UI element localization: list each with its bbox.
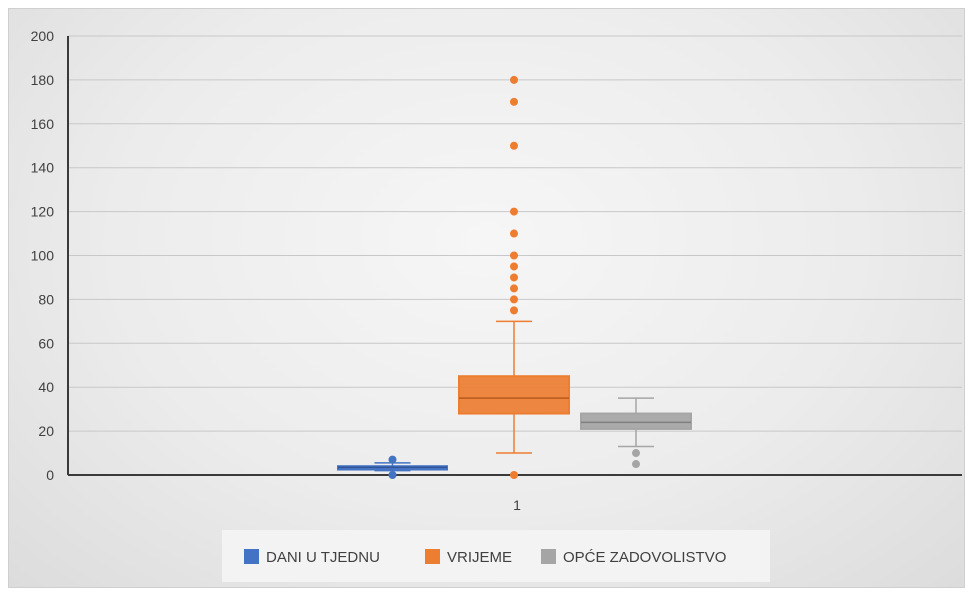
outlier-point: [510, 97, 518, 106]
outlier-point: [388, 471, 397, 479]
legend-label-dani-u-tjednu: DANI U TJEDNU: [266, 549, 380, 566]
x-tick-label-1: 1: [513, 497, 521, 513]
outlier-point: [510, 262, 518, 271]
box-iqr: [580, 412, 692, 430]
y-tick-label: 200: [31, 28, 55, 44]
outlier-point: [632, 449, 640, 458]
outlier-point: [510, 207, 518, 216]
box-dani-u-tjednu: [337, 455, 448, 479]
chart-area: [8, 8, 965, 588]
outlier-point: [510, 251, 518, 260]
y-tick-label: 140: [31, 160, 55, 176]
box-series: [337, 75, 692, 479]
y-tick-label: 120: [31, 204, 55, 220]
y-tick-label: 180: [31, 72, 55, 88]
y-tick-label: 100: [31, 248, 55, 264]
y-axis-tick-labels: 0 20 40 60 80 100 120 140 160 180 200: [31, 28, 55, 483]
legend-label-opce-zadovoljstvo: OPĆE ZADOVOLISTVO: [563, 549, 726, 566]
outlier-point: [510, 273, 518, 282]
y-tick-label: 80: [38, 291, 54, 307]
box-op-e-zadovoljstvo: [580, 397, 692, 469]
outlier-point: [510, 141, 518, 150]
y-tick-label: 160: [31, 116, 55, 132]
legend-background: [222, 530, 770, 582]
outlier-point: [510, 306, 518, 315]
legend: DANI U TJEDNU VRIJEME OPĆE ZADOVOLISTVO: [222, 530, 770, 582]
legend-swatch-opce-zadovoljstvo: [541, 549, 556, 564]
outlier-point: [632, 460, 640, 469]
legend-label-vrijeme: VRIJEME: [447, 549, 512, 566]
outlier-point: [510, 284, 518, 293]
y-tick-label: 20: [38, 423, 54, 439]
box-vrijeme: [458, 75, 570, 479]
outlier-point: [388, 455, 397, 464]
outlier-point: [510, 229, 518, 238]
y-tick-label: 0: [46, 467, 54, 483]
x-axis-tick-labels: 1: [513, 497, 521, 513]
y-tick-label: 60: [38, 335, 54, 351]
outlier-point: [510, 75, 518, 84]
y-tick-label: 40: [38, 379, 54, 395]
box-iqr: [458, 375, 570, 415]
legend-swatch-vrijeme: [425, 549, 440, 564]
outlier-point: [510, 471, 518, 479]
legend-swatch-dani-u-tjednu: [244, 549, 259, 564]
outlier-point: [510, 295, 518, 304]
